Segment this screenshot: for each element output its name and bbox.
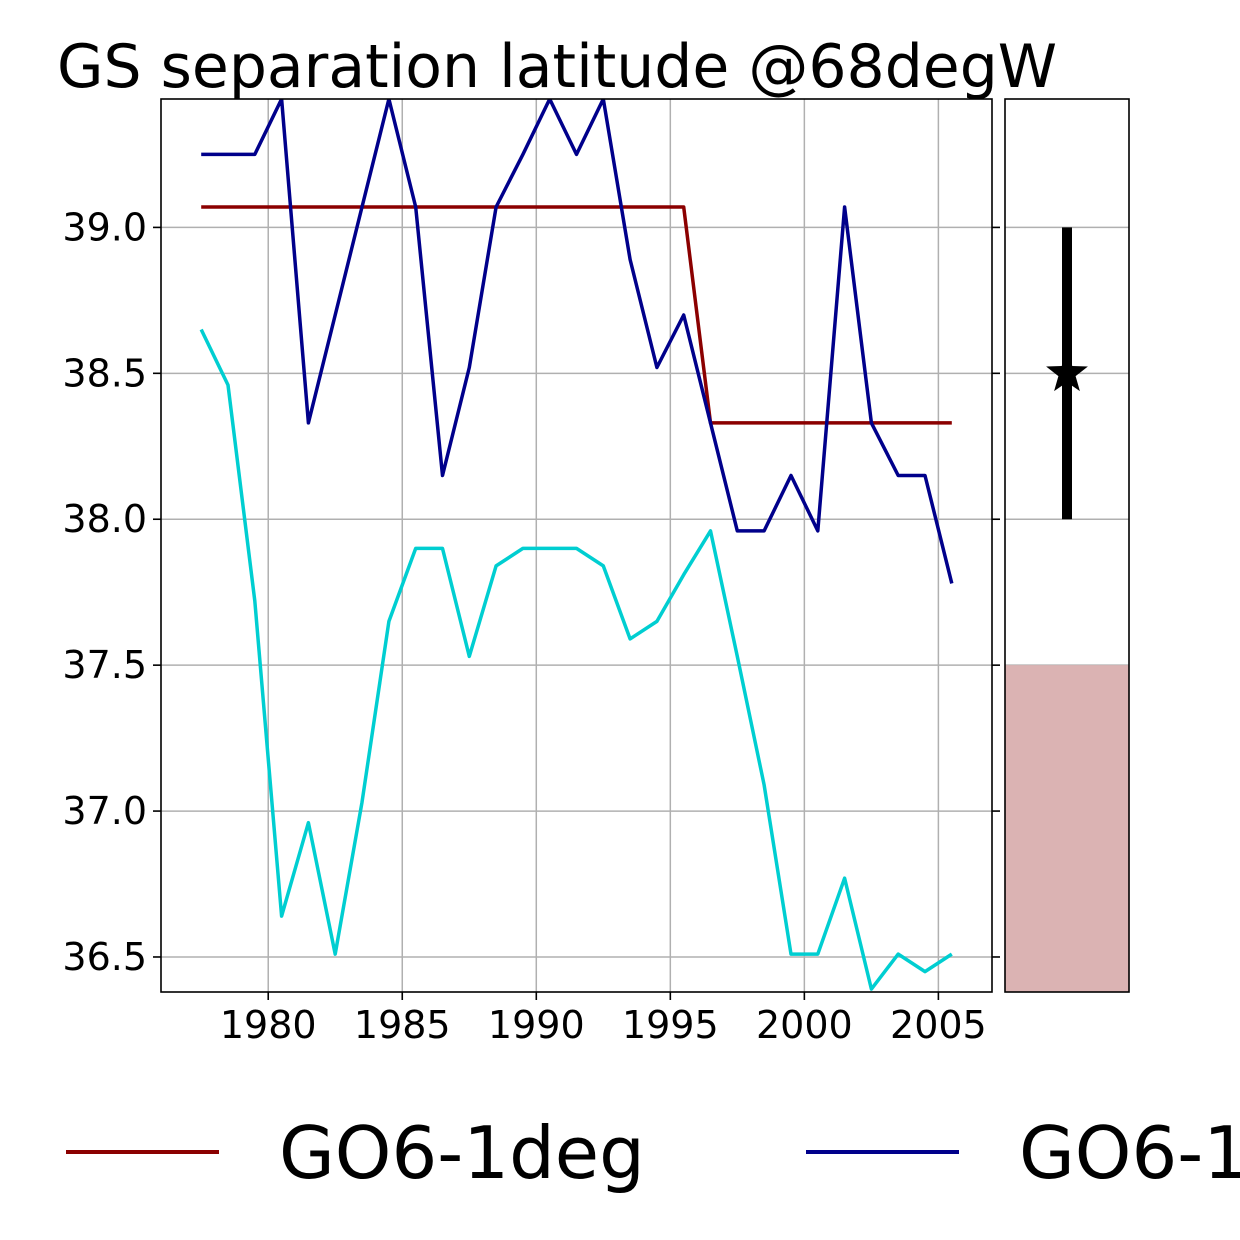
y-tick-label: 38.5 (62, 351, 147, 395)
legend-label: GO6-1 (1019, 1111, 1240, 1195)
y-axis: 36.5 37.0 37.5 38.0 38.5 39.0 (62, 205, 1000, 979)
series-line-3 (199, 328, 953, 991)
x-tick-label: 1985 (354, 1003, 451, 1047)
main-plot-area: 36.5 37.0 37.5 38.0 38.5 39.0 1980 1985 1990 199… (62, 98, 1000, 1047)
x-tick-label: 1980 (220, 1003, 317, 1047)
y-tick-label: 37.5 (62, 643, 147, 687)
legend-label: GO6-1deg (279, 1111, 645, 1195)
observation-panel-content (1005, 226, 1129, 992)
main-plot-frame (160, 98, 993, 993)
y-tick-label: 38.0 (62, 497, 147, 541)
chart-title: GS separation latitude @68degW (57, 32, 1057, 102)
x-tick-label: 1995 (622, 1003, 719, 1047)
grid-lines (161, 99, 992, 992)
x-tick-label: 2000 (756, 1003, 853, 1047)
x-tick-label: 2005 (890, 1003, 987, 1047)
observation-star-marker (1046, 351, 1088, 392)
observation-panel (1004, 98, 1130, 993)
observation-panel-frame (1004, 98, 1130, 993)
y-tick-label: 39.0 (62, 205, 147, 249)
shaded-band (1005, 665, 1129, 992)
series-line-2 (201, 99, 954, 584)
y-tick-label: 36.5 (62, 935, 147, 979)
x-axis: 1980 1985 1990 1995 2000 2005 (220, 992, 987, 1047)
series-lines (199, 99, 954, 991)
x-tick-label: 1990 (488, 1003, 585, 1047)
y-tick-label: 37.0 (62, 789, 147, 833)
series-line-1 (201, 205, 952, 425)
legend: GO6-1deg GO6-1 (66, 1111, 1240, 1195)
